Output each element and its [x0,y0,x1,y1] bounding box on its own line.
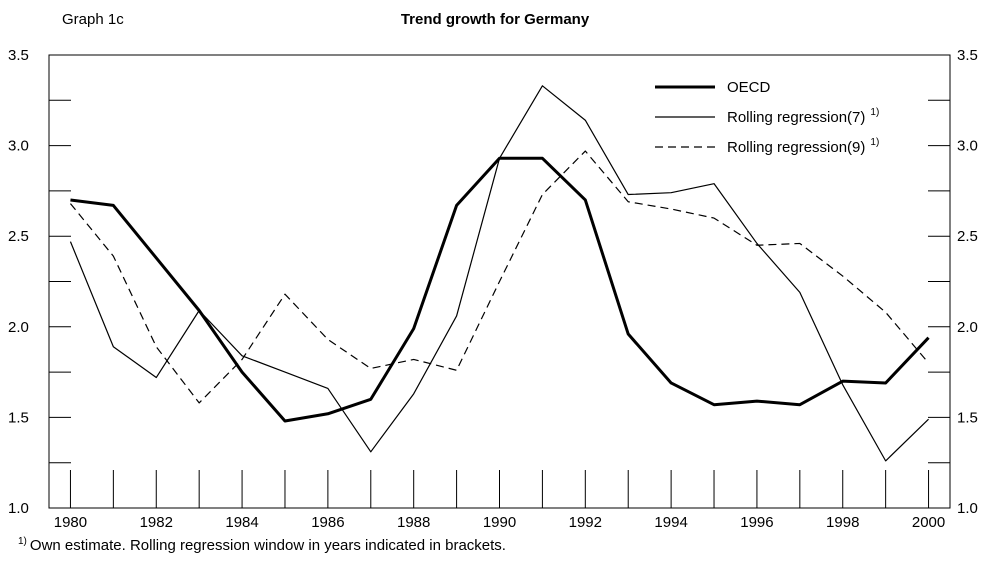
y-tick-label: 3.0 [8,138,29,155]
x-tick-label: 1988 [397,514,430,531]
x-tick-label: 1980 [54,514,87,531]
legend-name: Rolling regression(9) [727,139,865,156]
legend-entry: Rolling regression(7) 1) [727,107,879,126]
footnote-marker: 1) [18,536,27,547]
chart-title: Trend growth for Germany [401,11,590,28]
y2-tick-label: 1.0 [957,500,978,517]
x-tick-label: 2000 [912,514,945,531]
y-tick-label: 1.0 [8,500,29,517]
y2-tick-label: 2.5 [957,228,978,245]
footnote: 1) Own estimate. Rolling regression windo… [18,536,506,554]
y-tick-label: 2.0 [8,319,29,336]
x-tick-label: 1984 [225,514,258,531]
series-line [69,85,929,462]
y-tick-label: 1.5 [8,409,29,426]
x-tick-label: 1996 [740,514,773,531]
x-tick-label: 1982 [140,514,173,531]
y2-tick-label: 1.5 [957,409,978,426]
x-tick-label: 1992 [569,514,602,531]
series-line [70,156,930,423]
series-line [69,150,930,404]
legend-note-ref: 1) [870,137,879,148]
footnote-text: Own estimate. Rolling regression window … [30,537,506,554]
y-tick-label: 2.5 [8,228,29,245]
y2-tick-label: 2.0 [957,319,978,336]
x-tick-label: 1990 [483,514,516,531]
legend-name: Rolling regression(7) [727,109,865,126]
x-tick-label: 1986 [311,514,344,531]
x-tick-label: 1994 [654,514,687,531]
legend-note-ref: 1) [870,107,879,118]
y-tick-label: 3.5 [8,47,29,64]
legend-entry: OECD [727,79,771,96]
y2-tick-label: 3.0 [957,138,978,155]
legend-name: OECD [727,79,771,96]
x-tick-label: 1998 [826,514,859,531]
graph-label: Graph 1c [62,11,124,28]
y2-tick-label: 3.5 [957,47,978,64]
legend-entry: Rolling regression(9) 1) [727,137,879,156]
